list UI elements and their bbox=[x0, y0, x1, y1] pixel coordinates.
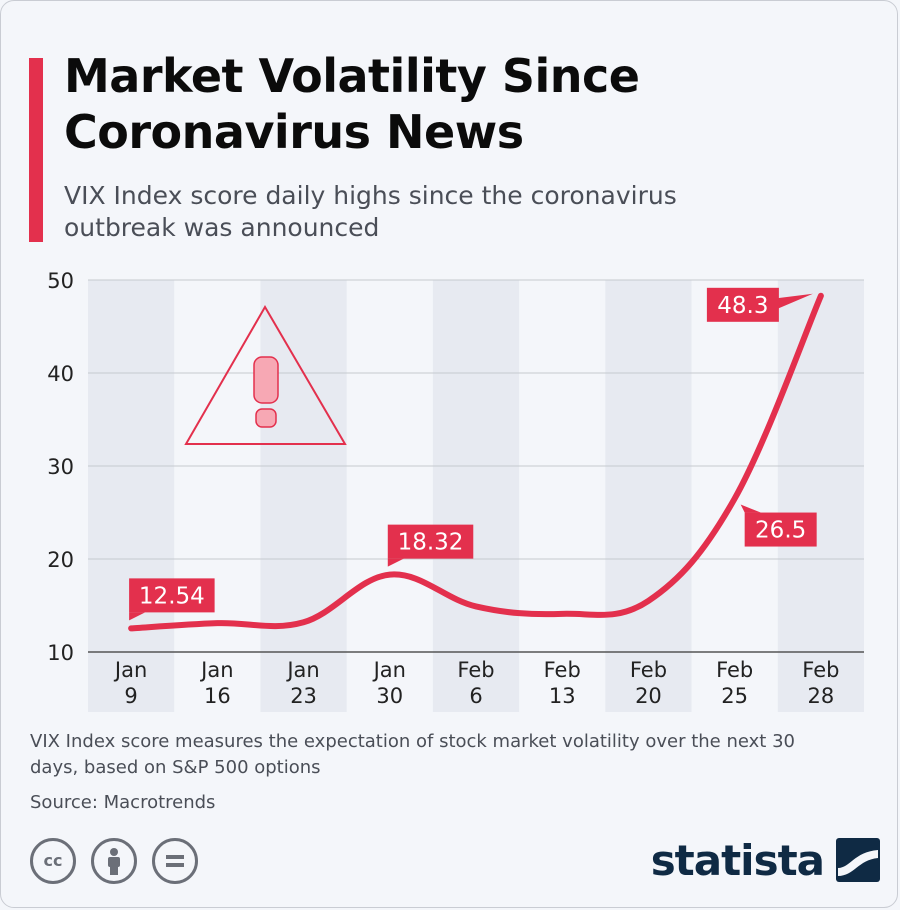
data-label-text: 26.5 bbox=[755, 518, 806, 544]
y-tick-label: 40 bbox=[47, 362, 74, 386]
x-tick-label: Jan 9 bbox=[113, 658, 147, 708]
data-label: 48.3 bbox=[706, 287, 813, 322]
chart-band bbox=[260, 280, 347, 712]
chart-title: Market Volatility Since Coronavirus News bbox=[64, 49, 640, 159]
y-tick-label: 50 bbox=[47, 269, 74, 293]
attribution-icon[interactable] bbox=[91, 838, 138, 884]
x-axis-ticks: Jan 9 Jan 16 Jan 23 Jan 30 Feb 6 Feb 13 Feb 20 Feb 25 Fe… bbox=[113, 658, 840, 708]
x-tick-label: Feb 20 bbox=[630, 658, 667, 708]
chart-band bbox=[88, 280, 175, 712]
data-label-pointer bbox=[129, 612, 146, 621]
data-label: 26.5 bbox=[740, 504, 817, 547]
chart-band bbox=[432, 280, 520, 712]
x-tick-label: Jan 30 bbox=[372, 658, 406, 708]
x-tick-label: Feb 13 bbox=[544, 658, 581, 708]
data-label-box bbox=[387, 524, 474, 559]
data-label-pointer bbox=[387, 558, 404, 567]
x-tick-label: Feb 6 bbox=[457, 658, 494, 708]
chart-band bbox=[605, 280, 692, 712]
statista-logo-icon bbox=[836, 838, 880, 882]
y-tick-label: 20 bbox=[47, 548, 74, 572]
brand-name: statista bbox=[650, 835, 825, 885]
data-label-box bbox=[129, 578, 215, 613]
x-tick-label: Jan 23 bbox=[285, 658, 319, 708]
data-label-text: 18.32 bbox=[398, 530, 464, 556]
x-tick-label: Feb 28 bbox=[802, 658, 839, 708]
data-label-box bbox=[744, 512, 817, 547]
data-labels: 12.54 18.32 26.5 48.3 bbox=[129, 287, 817, 621]
data-label-box bbox=[706, 287, 779, 322]
y-axis-ticks: 10 20 30 40 50 bbox=[47, 269, 74, 665]
no-derivatives-icon[interactable] bbox=[152, 838, 199, 884]
title-accent-bar bbox=[29, 58, 43, 242]
data-label-text: 48.3 bbox=[717, 293, 768, 319]
line-chart: 10 20 30 40 50 Jan 9 Jan 16 Jan 23 Jan 30 Feb 6 Feb 13 F… bbox=[47, 269, 864, 712]
creative-commons-icon[interactable]: cc bbox=[30, 838, 76, 884]
y-tick-label: 30 bbox=[47, 455, 74, 479]
x-tick-label: Feb 25 bbox=[716, 658, 753, 708]
data-label-pointer bbox=[740, 504, 761, 513]
y-tick-label: 10 bbox=[47, 641, 74, 665]
statista-logo[interactable]: statista bbox=[651, 834, 880, 886]
x-tick-label: Jan 16 bbox=[199, 658, 233, 708]
data-label: 18.32 bbox=[387, 524, 474, 567]
warning-triangle-icon bbox=[184, 305, 347, 445]
license-icons: cc bbox=[30, 838, 208, 884]
chart-source: Source: Macrotrends bbox=[30, 792, 216, 813]
data-label: 12.54 bbox=[129, 578, 215, 621]
chart-note: VIX Index score measures the expectation… bbox=[30, 731, 795, 778]
data-label-pointer bbox=[772, 293, 813, 311]
chart-gridlines bbox=[88, 279, 864, 653]
data-label-text: 12.54 bbox=[139, 583, 205, 609]
chart-band bbox=[777, 280, 864, 712]
chart-subtitle: VIX Index score daily highs since the co… bbox=[64, 181, 677, 242]
vix-series bbox=[128, 292, 824, 632]
chart-bands bbox=[88, 280, 864, 712]
